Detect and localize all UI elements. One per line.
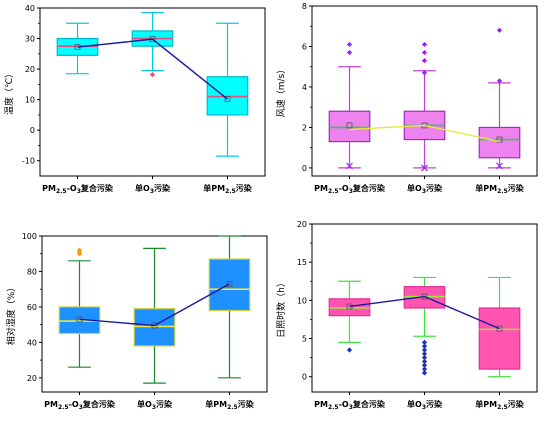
sun-ytick-label: 0 <box>302 373 307 382</box>
rh-ytick-label: 40 <box>27 338 37 347</box>
sun-ytick-label: 20 <box>297 220 307 229</box>
wind-min-marker <box>346 162 353 170</box>
rh-xtick-label: PM2.5-O3复合污染 <box>44 399 116 411</box>
sun-outlier <box>421 355 428 361</box>
sun-ytick-label: 15 <box>297 258 307 267</box>
rh-ytick-label: 100 <box>22 232 37 241</box>
wind-min-marker <box>421 164 428 172</box>
wind-outlier <box>421 70 428 76</box>
rh-mean-line <box>79 283 230 327</box>
wind-mean-marker <box>346 122 353 129</box>
sun-outlier <box>421 347 428 353</box>
wind-outlier <box>421 49 428 56</box>
temp-ytick-label: 30 <box>25 35 35 44</box>
sun-box <box>478 307 521 370</box>
wind-ytick-label: 4 <box>302 83 307 92</box>
rh-xtick-label: 单O3污染 <box>137 399 173 411</box>
temp-ytick-label: 0 <box>30 126 35 135</box>
relative-humidity-box-plot: 20 40 60 80 100 相对湿度（%） PM2.5-O3复合污染 单O3污染 单PM2.… <box>5 232 268 411</box>
rh-xtick-label: 单PM2.5污染 <box>205 399 254 411</box>
wind-ytick-label: 6 <box>302 42 307 51</box>
temp-ytick-label: 10 <box>25 96 35 105</box>
sun-outlier <box>346 347 353 353</box>
wind-ytick-label: 2 <box>302 123 307 132</box>
wind-xtick-label: 单O3污染 <box>407 183 443 195</box>
rh-outlier <box>76 247 83 253</box>
sun-xtick-label: 单O3污染 <box>407 399 443 411</box>
sun-xtick-label: PM2.5-O3复合污染 <box>314 399 386 411</box>
wind-mean-marker <box>496 136 503 143</box>
rh-ylabel: 相对湿度（%） <box>5 283 17 346</box>
sun-ytick-label: 5 <box>302 335 307 344</box>
sun-outlier <box>421 370 428 376</box>
sun-outlier <box>421 351 428 357</box>
temp-ylabel: 温度（℃） <box>3 69 15 115</box>
rh-ytick-label: 80 <box>27 267 37 276</box>
sun-mean-marker <box>496 325 503 332</box>
temp-xtick-label: 单O3污染 <box>135 183 171 195</box>
temp-xtick-label: 单PM2.5污染 <box>203 183 252 195</box>
sun-mean-line <box>349 295 500 330</box>
wind-outlier <box>496 27 503 33</box>
temp-ytick-label: 20 <box>25 65 35 74</box>
wind-mean-line <box>349 124 500 143</box>
temperature-box-plot: -10 0 10 20 30 40 温度（℃） PM2.5-O3复合污染 单O3污染 单PM2.5… <box>3 4 266 195</box>
sun-outlier <box>421 339 428 345</box>
wind-ytick-label: 0 <box>302 164 307 173</box>
wind-box <box>328 110 371 143</box>
temp-outlier <box>149 71 156 78</box>
temp-ytick-label: 40 <box>25 4 35 13</box>
wind-outlier <box>346 49 353 56</box>
temp-ytick-label: -10 <box>22 157 35 166</box>
temp-mean-line <box>77 38 228 100</box>
sun-outlier <box>421 358 428 365</box>
wind-outlier <box>421 58 428 64</box>
wind-ytick-label: 8 <box>302 2 307 11</box>
rh-box <box>133 308 176 347</box>
wind-xtick-label: 单PM2.5污染 <box>475 183 524 195</box>
sun-outlier <box>421 362 428 368</box>
wind-box <box>478 126 521 159</box>
sun-ylabel: 日照时数（h） <box>275 278 287 338</box>
rh-ytick-label: 20 <box>27 374 37 383</box>
temp-mean-marker <box>224 96 231 102</box>
rh-box <box>208 258 251 312</box>
wind-ylabel: 风速（m/s） <box>276 65 287 118</box>
wind-outlier <box>346 41 353 48</box>
wind-outlier <box>496 78 503 84</box>
rh-mean-marker <box>226 280 233 287</box>
sunshine-hours-box-plot: 0 5 10 15 20 日照时数（h） PM2.5-O3复合污染 单O3污染 单PM2.5污染 <box>275 220 538 411</box>
sun-outlier <box>421 343 428 349</box>
sun-outlier <box>421 366 428 372</box>
wind-xtick-label: PM2.5-O3复合污染 <box>314 183 386 195</box>
temp-xtick-label: PM2.5-O3复合污染 <box>42 183 114 195</box>
wind-outlier <box>421 41 428 48</box>
sun-ytick-label: 10 <box>297 296 307 305</box>
rh-ytick-label: 60 <box>27 303 37 312</box>
wind-min-marker <box>496 162 503 170</box>
sun-xtick-label: 单PM2.5污染 <box>475 399 524 411</box>
wind-speed-box-plot: 0 2 4 6 8 风速（m/s） PM2.5-O3复合污染 单O3污染 单PM2.5污染 <box>276 2 538 195</box>
